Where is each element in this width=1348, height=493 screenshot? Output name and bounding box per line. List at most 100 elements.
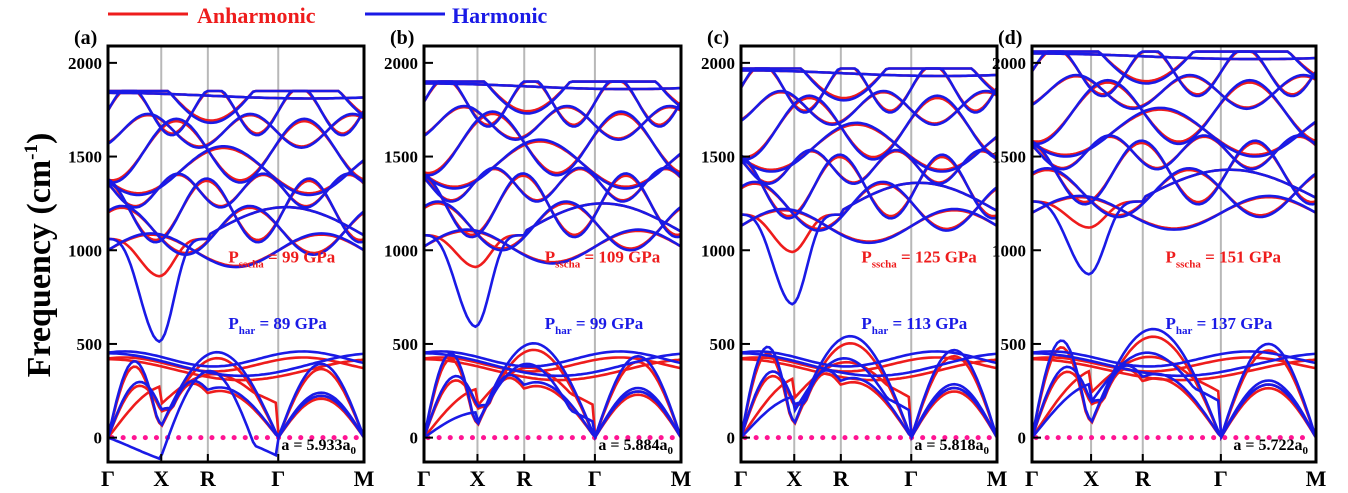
harmonic-optical-branch xyxy=(108,232,364,269)
pressure-harmonic-label-symbol: P xyxy=(545,314,555,333)
y-tick-label: 2000 xyxy=(992,54,1026,73)
legend: Anharmonic Harmonic xyxy=(108,3,548,28)
panel-label: (a) xyxy=(74,27,97,49)
anharmonic-optical-branch xyxy=(1032,108,1316,157)
harmonic-optical-branch xyxy=(424,228,681,265)
harmonic-optical-branch xyxy=(741,148,997,186)
harmonic-optical-branch xyxy=(424,104,681,142)
pressure-sscha-label-subscript: sscha xyxy=(239,258,265,270)
pressure-harmonic-label: Phar = 137 GPa xyxy=(1165,314,1272,337)
panel-3: 0 500 1000 1500 2000 Γ X R Γ M (c) Psscha = 125 GPa… xyxy=(701,27,1008,491)
harmonic-optical-low-branch xyxy=(1032,350,1316,368)
x-tick-label: Γ xyxy=(1025,466,1039,491)
harmonic-optical-low-branch xyxy=(424,352,681,378)
harmonic-optical-low-branch xyxy=(1032,352,1316,378)
harmonic-acoustic-branch xyxy=(108,350,364,440)
x-tick-label: M xyxy=(671,466,692,491)
anharmonic-optical-low-branch xyxy=(741,357,997,382)
harmonic-optical-branch xyxy=(108,145,364,197)
y-tick-label: 1000 xyxy=(68,241,102,260)
pressure-sscha-label-symbol: P xyxy=(861,247,871,266)
harmonic-optical-branch xyxy=(108,112,364,150)
harmonic-optical-branch xyxy=(741,67,997,102)
panel-frame xyxy=(739,44,999,464)
lattice-parameter-label: a = 5.884a0 xyxy=(598,437,673,457)
panel-label: (c) xyxy=(707,27,729,49)
x-tick-label: Γ xyxy=(904,466,918,491)
harmonic-optical-branch xyxy=(1032,166,1316,219)
harmonic-soft-branch xyxy=(424,362,681,441)
harmonic-soft-branch xyxy=(741,356,997,442)
lattice-parameter-value: a = 5.884a xyxy=(598,437,667,454)
y-tick-label: 2000 xyxy=(384,54,418,73)
harmonic-optical-branch xyxy=(424,166,681,203)
harmonic-acoustic-branch xyxy=(741,334,997,440)
harmonic-optical-low-branch xyxy=(741,352,997,378)
harmonic-optical-branch xyxy=(1032,50,1316,85)
harmonic-optical-branch xyxy=(424,110,681,177)
harmonic-optical-branch xyxy=(1032,106,1316,158)
x-tick-label: X xyxy=(470,466,486,491)
harmonic-optical-branch xyxy=(741,180,997,232)
harmonic-soft-branch xyxy=(108,369,364,461)
pressure-sscha-label-value: = 99 GPa xyxy=(264,247,336,266)
panel-label: (d) xyxy=(998,27,1022,49)
y-tick-label: 0 xyxy=(1018,429,1027,448)
harmonic-optical-dip-branch xyxy=(1032,168,1316,276)
anharmonic-optical-low-branch xyxy=(1032,356,1316,373)
pressure-sscha-label-value: = 151 GPa xyxy=(1201,247,1282,266)
anharmonic-optical-branch xyxy=(108,146,364,195)
y-tick-label: 0 xyxy=(94,429,103,448)
lattice-parameter-value: a = 5.818a xyxy=(914,437,983,454)
panel-frame xyxy=(106,44,366,464)
pressure-sscha-label-symbol: P xyxy=(1165,247,1175,266)
x-tick-label: Γ xyxy=(734,466,748,491)
y-tick-label: 0 xyxy=(727,429,736,448)
panel-label: (b) xyxy=(390,27,414,49)
harmonic-optical-branch xyxy=(108,204,364,257)
harmonic-optical-branch xyxy=(108,172,364,209)
y-tick-label: 500 xyxy=(393,335,419,354)
harmonic-optical-branch xyxy=(741,153,997,220)
pressure-harmonic-label-symbol: P xyxy=(861,314,871,333)
harmonic-optical-branch xyxy=(424,172,681,239)
x-tick-label: M xyxy=(987,466,1008,491)
y-tick-label: 1500 xyxy=(384,148,418,167)
y-tick-label: 1000 xyxy=(384,241,418,260)
pressure-harmonic-label-subscript: har xyxy=(1176,325,1193,337)
x-tick-label: Γ xyxy=(417,466,431,491)
legend-label-anharmonic: Anharmonic xyxy=(197,3,316,28)
harmonic-acoustic-branch xyxy=(1032,364,1316,439)
y-tick-label: 500 xyxy=(710,335,736,354)
harmonic-optical-branch xyxy=(108,117,364,184)
lattice-parameter-value: a = 5.933a xyxy=(281,437,350,454)
harmonic-optical-low-branch xyxy=(424,350,681,368)
harmonic-optical-branch xyxy=(108,89,364,125)
lattice-parameter-label: a = 5.933a0 xyxy=(281,437,356,457)
harmonic-optical-branch xyxy=(1032,139,1316,206)
y-tick-label: 1000 xyxy=(701,241,735,260)
pressure-harmonic-label-subscript: har xyxy=(239,325,256,337)
y-tick-label: 500 xyxy=(1001,335,1027,354)
y-axis-label-main: Frequency (cm xyxy=(21,160,58,377)
lattice-parameter-subscript: 0 xyxy=(1303,445,1309,457)
anharmonic-optical-low-branch xyxy=(424,356,681,373)
harmonic-optical-branch xyxy=(741,94,997,161)
pressure-harmonic-label: Phar = 113 GPa xyxy=(861,314,967,337)
pressure-harmonic-label-subscript: har xyxy=(555,325,572,337)
x-tick-label: Γ xyxy=(271,466,285,491)
y-tick-label: 1500 xyxy=(701,148,735,167)
pressure-sscha-label: Psscha = 125 GPa xyxy=(861,247,977,270)
pressure-harmonic-label-value: = 99 GPa xyxy=(572,314,644,333)
x-tick-label: R xyxy=(200,466,217,491)
dispersion-curves xyxy=(1032,50,1316,442)
harmonic-optical-branch xyxy=(1032,78,1316,146)
x-tick-label: R xyxy=(833,466,850,491)
pressure-harmonic-label-value: = 89 GPa xyxy=(255,314,327,333)
dispersion-curves xyxy=(741,67,997,442)
anharmonic-acoustic-branch xyxy=(1032,335,1316,440)
lattice-parameter-subscript: 0 xyxy=(984,445,990,457)
pressure-sscha-label-symbol: P xyxy=(545,247,555,266)
